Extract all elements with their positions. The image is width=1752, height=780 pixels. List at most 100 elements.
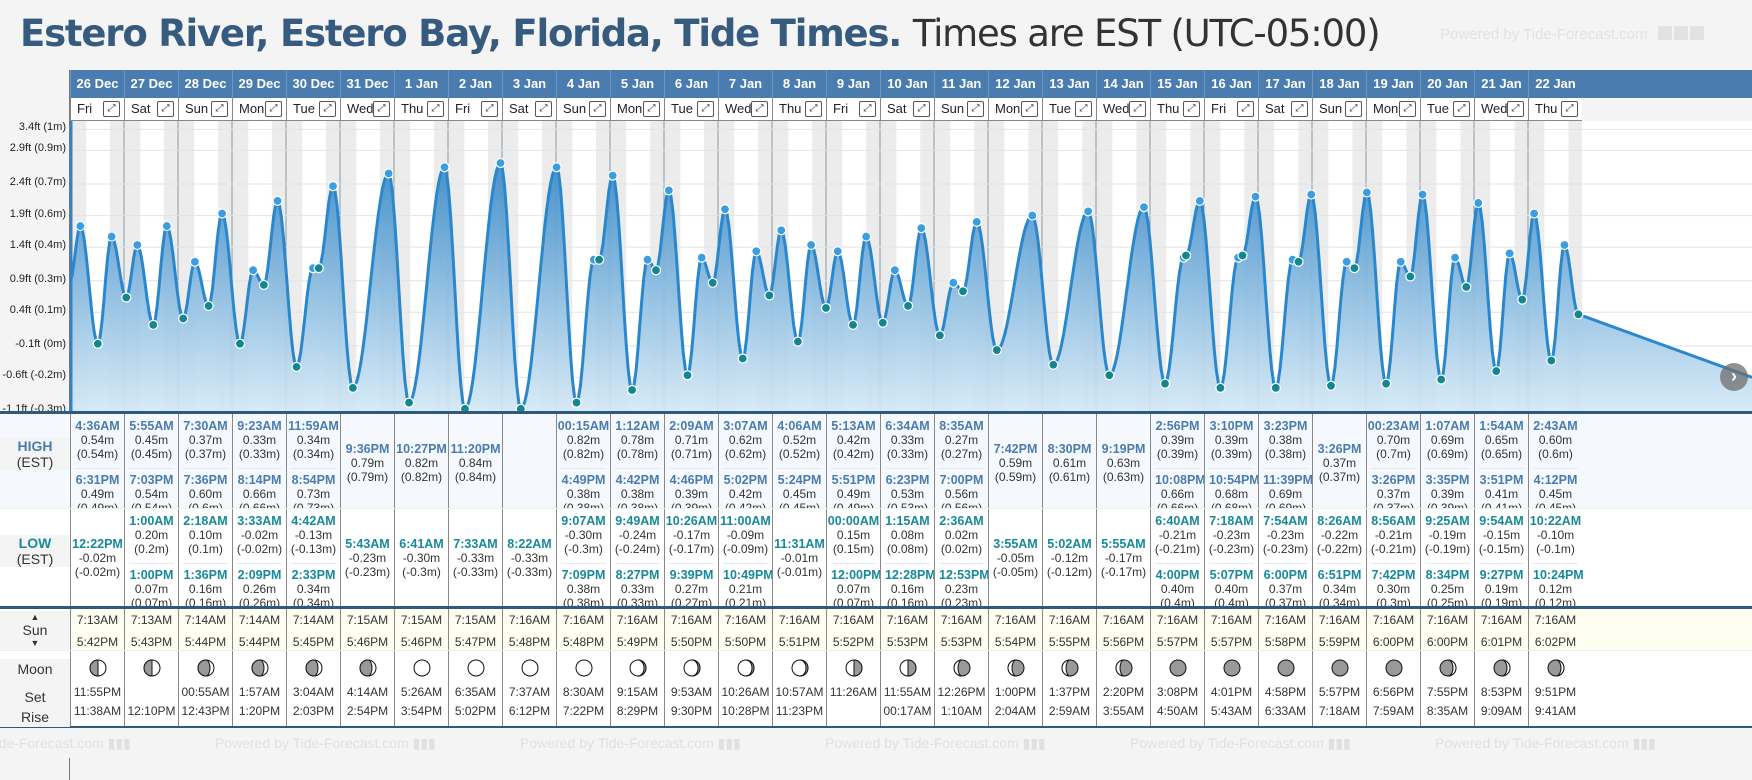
expand-icon[interactable]: ⤢ [643,101,660,117]
high-tide-point[interactable] [106,231,117,242]
low-tide-point[interactable] [571,397,582,408]
expand-icon[interactable]: ⤢ [1345,101,1362,117]
expand-icon[interactable]: ⤢ [1399,101,1416,117]
high-tide-point[interactable] [1361,187,1372,198]
high-tide-point[interactable] [1559,239,1570,251]
low-tide-point[interactable] [1159,378,1171,389]
high-tide-point[interactable] [607,170,618,181]
high-tide-point[interactable] [916,223,927,234]
low-tide-point[interactable] [934,330,945,341]
high-tide-point[interactable] [75,220,86,232]
high-tide-point[interactable] [696,252,707,263]
low-tide-point[interactable] [1325,380,1337,391]
high-tide-point[interactable] [1504,248,1515,259]
expand-icon[interactable]: ⤢ [1183,101,1200,117]
high-tide-point[interactable] [1341,256,1352,267]
expand-icon[interactable]: ⤢ [1291,101,1308,117]
low-tide-point[interactable] [258,279,269,291]
high-tide-point[interactable] [806,239,817,251]
low-tide-point[interactable] [148,319,159,330]
low-tide-point[interactable] [1380,378,1392,389]
high-tide-point[interactable] [383,168,394,179]
low-tide-point[interactable] [847,319,859,330]
low-tide-point[interactable] [347,382,358,393]
low-tide-point[interactable] [1215,382,1226,393]
expand-icon[interactable]: ⤢ [481,101,498,117]
low-tide-point[interactable] [1293,256,1304,267]
low-tide-point[interactable] [707,277,718,288]
low-tide-point[interactable] [1048,359,1059,370]
high-tide-point[interactable] [1027,210,1038,221]
low-tide-point[interactable] [1573,309,1584,320]
expand-icon[interactable]: ⤢ [589,101,606,117]
low-tide-point[interactable] [1349,263,1360,274]
expand-icon[interactable]: ⤢ [805,101,822,117]
high-tide-point[interactable] [272,195,283,206]
high-tide-point[interactable] [551,162,562,173]
high-tide-point[interactable] [1473,197,1484,209]
low-tide-point[interactable] [313,263,324,274]
expand-icon[interactable]: ⤢ [1507,101,1524,117]
high-tide-point[interactable] [776,225,787,236]
low-tide-point[interactable] [1491,365,1502,377]
high-tide-point[interactable] [1194,195,1205,206]
low-tide-point[interactable] [1237,250,1248,261]
high-tide-point[interactable] [971,216,982,227]
high-tide-point[interactable] [719,204,731,215]
expand-icon[interactable]: ⤢ [1561,101,1578,117]
low-tide-point[interactable] [792,336,804,347]
expand-icon[interactable]: ⤢ [859,101,876,117]
high-tide-point[interactable] [248,265,259,276]
low-tide-point[interactable] [1461,281,1472,293]
expand-icon[interactable]: ⤢ [1075,101,1092,117]
low-tide-point[interactable] [682,370,693,381]
expand-icon[interactable]: ⤢ [265,101,282,117]
high-tide-point[interactable] [1250,191,1261,202]
high-tide-point[interactable] [1529,208,1540,219]
low-tide-point[interactable] [515,403,526,411]
low-tide-point[interactable] [902,300,914,312]
high-tide-point[interactable] [1083,206,1094,217]
low-tide-point[interactable] [1104,370,1115,381]
expand-icon[interactable]: ⤢ [535,101,552,117]
high-tide-point[interactable] [1306,189,1317,200]
expand-icon[interactable]: ⤢ [967,101,984,117]
high-tide-point[interactable] [832,246,843,257]
high-tide-point[interactable] [861,231,872,242]
low-tide-point[interactable] [92,338,103,349]
low-tide-point[interactable] [1517,294,1528,305]
expand-icon[interactable]: ⤢ [751,101,768,117]
low-tide-point[interactable] [291,361,302,372]
low-tide-point[interactable] [1180,250,1192,261]
expand-icon[interactable]: ⤢ [1021,101,1038,117]
low-tide-point[interactable] [650,265,662,276]
high-tide-point[interactable] [217,208,228,219]
high-tide-point[interactable] [327,181,339,192]
high-tide-point[interactable] [663,185,674,196]
expand-icon[interactable]: ⤢ [373,101,390,117]
low-tide-point[interactable] [1436,374,1447,385]
expand-icon[interactable]: ⤢ [103,101,120,117]
next-days-button[interactable]: › [1720,363,1748,391]
high-tide-point[interactable] [161,220,172,232]
low-tide-point[interactable] [1405,271,1416,282]
high-tide-point[interactable] [1138,202,1150,213]
expand-icon[interactable]: ⤢ [697,101,714,117]
high-tide-point[interactable] [495,157,506,169]
low-tide-point[interactable] [593,254,605,265]
high-tide-point[interactable] [889,265,900,276]
low-tide-point[interactable] [737,353,748,364]
expand-icon[interactable]: ⤢ [319,101,336,117]
high-tide-point[interactable] [439,162,450,173]
high-tide-point[interactable] [1395,256,1406,267]
expand-icon[interactable]: ⤢ [1237,101,1254,117]
low-tide-point[interactable] [957,286,969,297]
low-tide-point[interactable] [403,397,415,408]
low-tide-point[interactable] [178,313,189,324]
low-tide-point[interactable] [764,290,775,301]
high-tide-point[interactable] [1417,189,1428,200]
low-tide-point[interactable] [121,292,132,303]
low-tide-point[interactable] [626,384,638,396]
high-tide-point[interactable] [1449,252,1461,263]
high-tide-point[interactable] [189,256,200,267]
